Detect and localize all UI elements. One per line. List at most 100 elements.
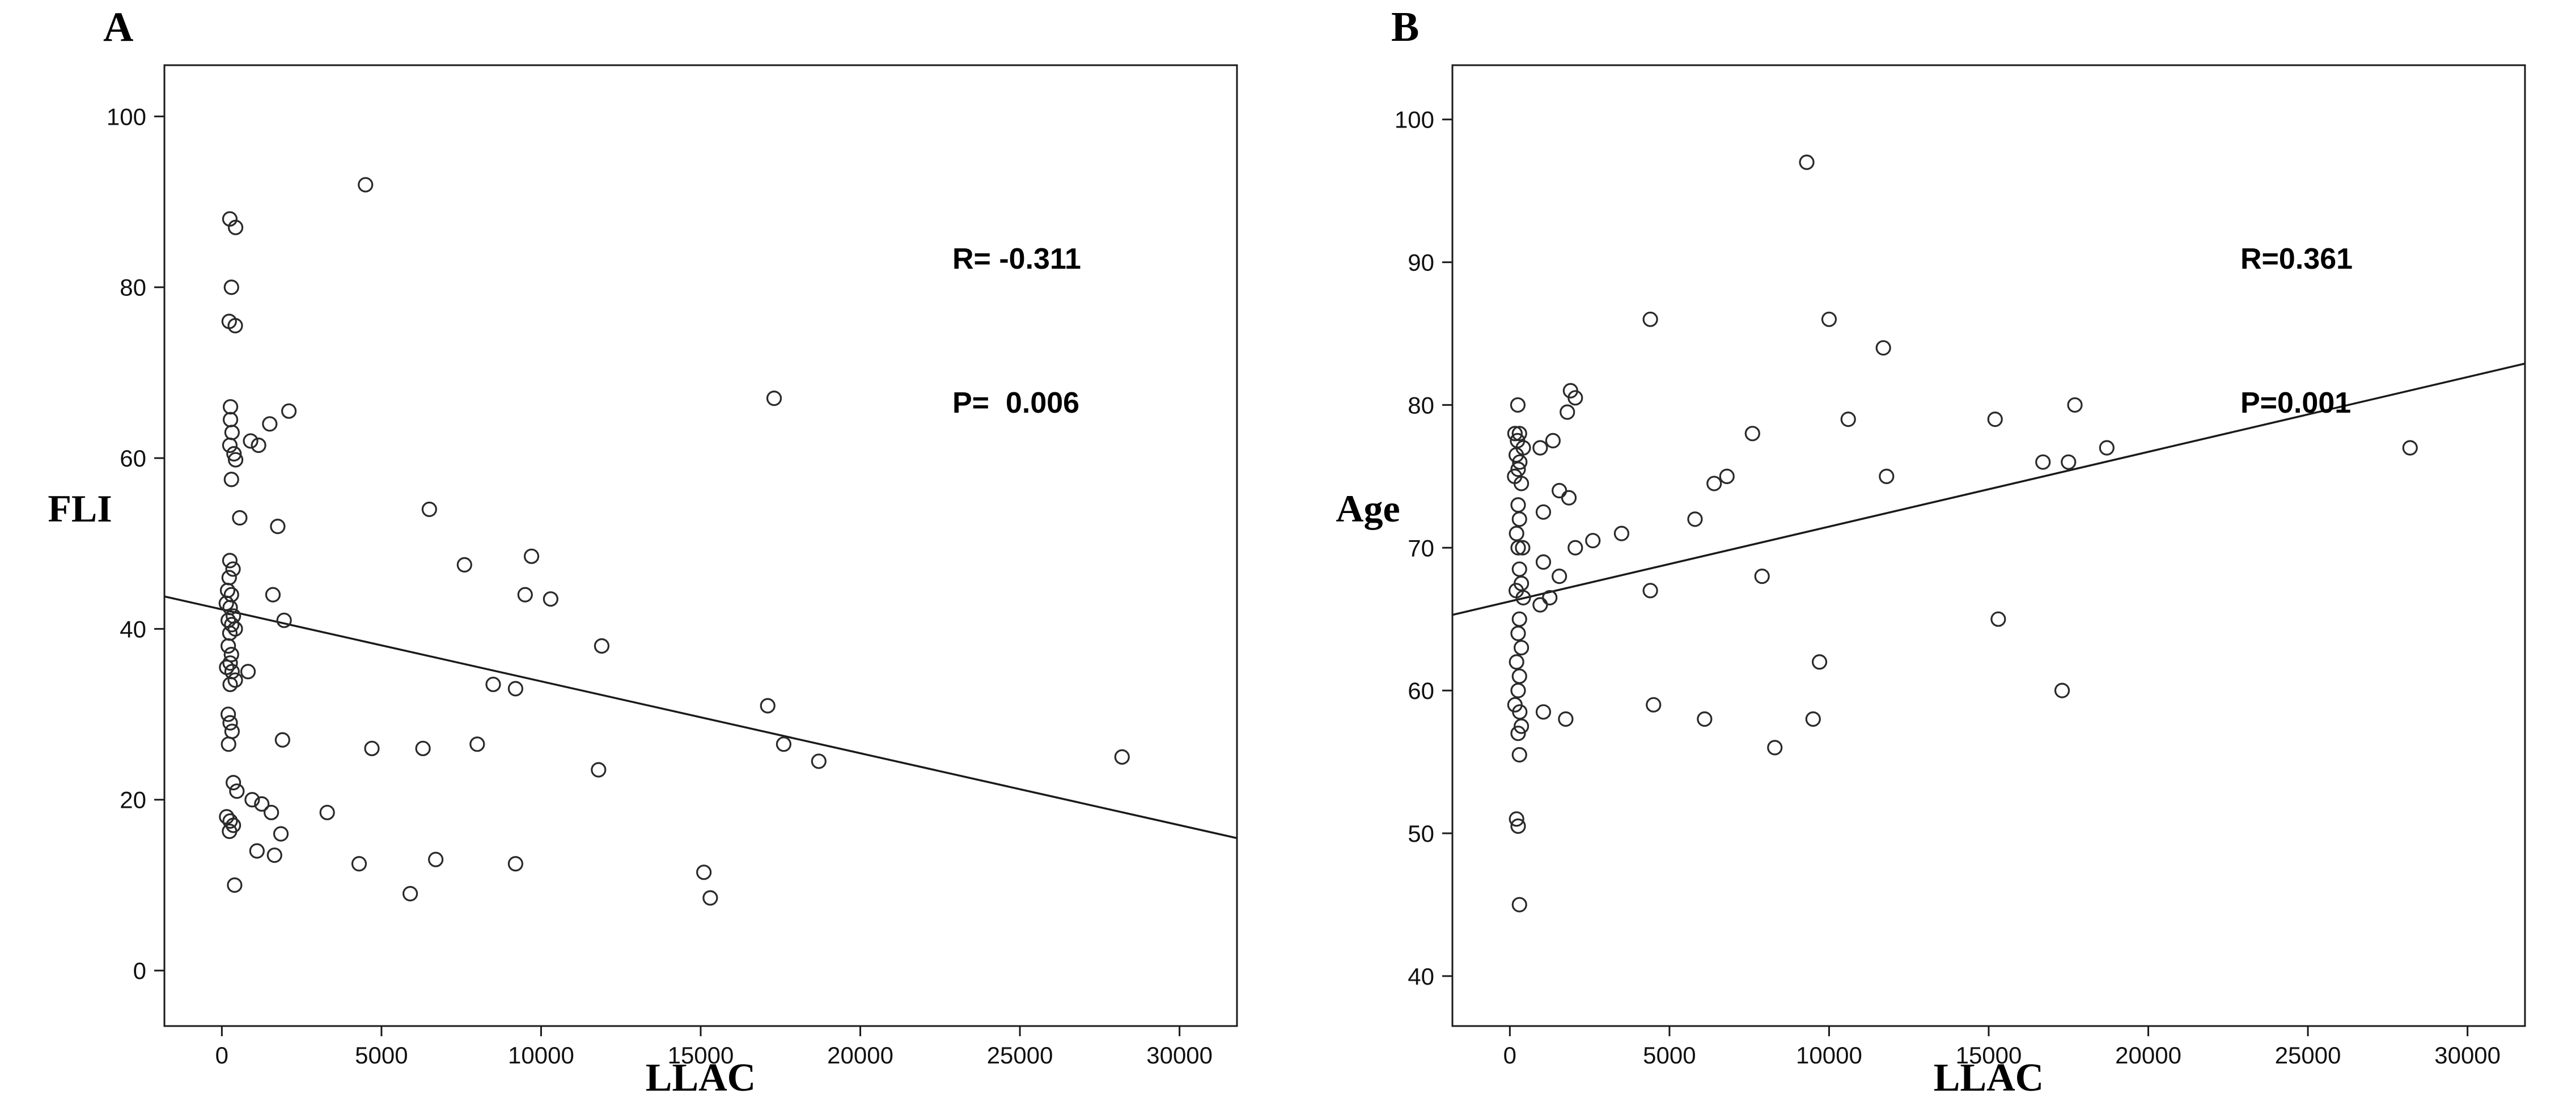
data-point [221,736,236,752]
data-point [227,877,243,893]
data-point [222,412,239,427]
data-point [1560,404,1575,420]
data-point [227,672,243,688]
data-point [1552,569,1567,584]
data-point [222,553,238,569]
data-point [270,518,286,535]
y-tick-label: 80 [1408,392,1434,418]
data-point [485,676,501,692]
data-point [221,638,236,654]
data-point [1515,540,1531,556]
y-tick-label: 50 [1408,820,1434,847]
data-point [1646,697,1662,713]
data-point [232,510,248,526]
data-point [1507,426,1523,442]
panel-a: A FLI 0 5000 10000 15000 20000 25000 30000 0 20 4… [48,4,1238,1100]
data-point [224,425,240,440]
data-point [1511,511,1527,527]
data-point [456,557,472,573]
data-point [1561,490,1577,506]
data-point [1754,569,1770,584]
data-point [1585,533,1601,549]
data-point [1532,440,1548,456]
data-point [222,655,238,671]
data-point [2067,397,2083,413]
data-point [1875,340,1891,356]
data-point [1509,654,1524,670]
data-point [222,715,238,731]
data-point [1535,704,1552,720]
data-point [1514,639,1530,656]
data-point [1567,540,1583,556]
data-point [276,612,292,628]
data-point [517,587,533,603]
panel-b-p-value: P=0.001 [2240,387,2352,419]
data-point [351,856,367,872]
data-point [507,681,524,697]
plot-frame [1451,64,2526,1027]
panel-a-xlabel: LLAC [645,1056,756,1100]
data-point [227,317,243,334]
data-point [402,885,418,902]
x-tick-label: 5000 [1643,1042,1696,1069]
data-point [1821,311,1837,327]
data-point [254,796,270,812]
data-point [2099,440,2115,456]
x-tick-label: 10000 [508,1042,574,1069]
data-point [264,804,279,820]
regression-line [164,595,1238,840]
data-point [1510,625,1526,641]
x-tick-label: 0 [215,1042,228,1069]
data-point [240,664,256,680]
data-point [1510,726,1526,741]
x-tick-label: 20000 [2115,1042,2181,1069]
data-point [811,753,827,769]
data-point [223,472,239,488]
data-point [421,501,437,518]
data-point [594,638,610,654]
data-point [222,437,238,453]
data-point [591,762,607,778]
data-point [221,706,236,722]
data-point [1552,482,1567,499]
y-tick-label: 60 [1408,677,1434,704]
data-point [266,847,282,863]
panel-b: B Age 0 5000 10000 15000 20000 25000 30000 40 50… [1288,0,2576,1119]
y-tick-label: 40 [1408,963,1434,990]
y-tick-label: 60 [120,445,146,472]
data-point [1805,711,1821,727]
data-point [2035,454,2051,470]
panel-a-scatter-plot: 0 5000 10000 15000 20000 25000 30000 0 20 40 60 80 1… [107,64,1238,1069]
x-tick-label: 25000 [987,1042,1053,1069]
data-point [1697,711,1713,727]
data-point [1840,412,1856,427]
data-point [364,740,380,756]
data-point [1511,897,1527,913]
panel-a-p-value: P= 0.006 [952,387,1080,419]
panel-b-ylabel: Age [1336,487,1400,530]
data-point [1511,561,1527,577]
data-point [227,219,244,235]
data-point [1744,426,1760,442]
data-point [1535,554,1552,570]
data-point [1511,611,1527,627]
x-tick-label: 0 [1503,1042,1516,1069]
y-tick-label: 100 [107,103,146,130]
panel-a-ylabel: FLI [48,487,112,530]
x-tick-label: 30000 [2434,1042,2501,1069]
data-point [1987,412,2003,427]
data-point [251,437,266,453]
data-point [1510,683,1526,698]
data-point [2054,683,2070,698]
data-point [1767,740,1783,756]
data-point [222,813,238,829]
data-point [1879,468,1895,484]
data-point [523,548,540,564]
data-point [1510,397,1526,413]
data-point [1510,818,1526,834]
x-tick-label: 5000 [355,1042,408,1069]
data-point [1512,454,1528,470]
data-point [226,774,242,791]
x-tick-label: 30000 [1146,1042,1213,1069]
data-point [776,736,792,752]
